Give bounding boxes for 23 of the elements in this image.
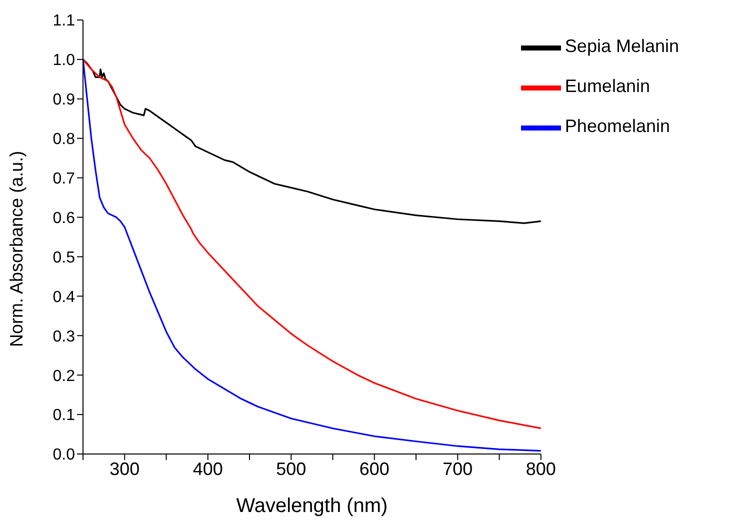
y-tick-label: 1.0 <box>52 52 76 70</box>
y-tick-label: 0.8 <box>52 131 76 148</box>
x-tick-label: 400 <box>192 458 223 479</box>
y-tick-label: 0.7 <box>52 170 76 188</box>
y-tick-label: 0.2 <box>52 368 76 385</box>
x-tick-label: 800 <box>526 458 556 479</box>
y-tick-label: 0.9 <box>52 92 76 109</box>
y-tick-label: 0.1 <box>52 407 76 424</box>
y-tick-label: 0.4 <box>52 288 76 306</box>
x-tick-label: 600 <box>359 458 390 479</box>
x-tick-label: 500 <box>276 458 306 479</box>
legend-label: Pheomelanin <box>564 116 670 136</box>
y-tick-label: 1.1 <box>52 12 76 30</box>
y-tick-label: 0.3 <box>52 328 76 346</box>
y-tick-label: 0.6 <box>52 210 76 227</box>
y-tick-label: 0.0 <box>52 446 76 464</box>
x-tick-label: 700 <box>442 458 473 479</box>
legend-label: Eumelanin <box>564 76 650 96</box>
x-tick-label: 300 <box>110 458 140 479</box>
y-axis-title: Norm. Absorbance (a.u.) <box>6 150 26 347</box>
legend-label: Sepia Melanin <box>564 36 679 56</box>
x-axis-title: Wavelength (nm) <box>236 495 388 517</box>
y-tick-label: 0.5 <box>52 249 76 266</box>
